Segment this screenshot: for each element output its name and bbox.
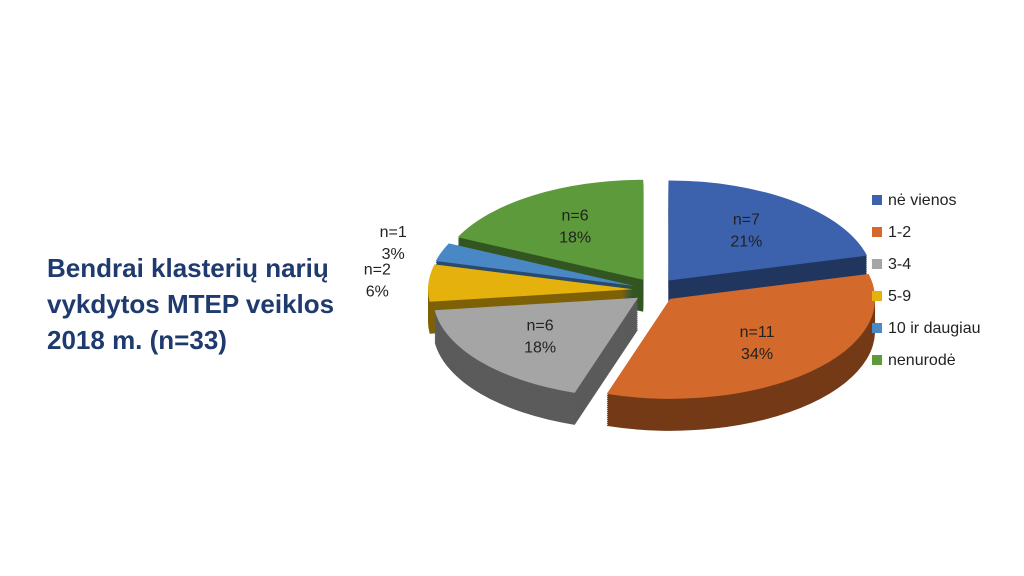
pie-slice	[457, 179, 644, 280]
data-label-value: 6%	[366, 284, 389, 301]
data-label-value: 3%	[382, 246, 405, 263]
data-label-value: 34%	[741, 346, 773, 363]
legend-swatch	[872, 291, 882, 301]
legend-label: 1-2	[888, 224, 911, 241]
pie-slice	[668, 180, 868, 281]
legend-swatch	[872, 355, 882, 365]
chart-title: Bendrai klasterių narių vykdytos MTEP ve…	[47, 253, 335, 355]
data-label-count: n=6	[527, 317, 554, 334]
data-label-count: n=11	[740, 324, 775, 341]
legend-label: nenurodė	[888, 352, 956, 369]
data-label-count: n=7	[733, 212, 760, 229]
legend-label: nė vienos	[888, 192, 957, 209]
legend-label: 5-9	[888, 288, 911, 305]
pie-slice	[434, 297, 639, 393]
pie-slice	[435, 243, 635, 286]
pie-slice	[606, 273, 876, 399]
legend-label: 3-4	[888, 256, 911, 273]
pie-slice	[428, 264, 634, 302]
legend-swatch	[872, 227, 882, 237]
data-label-count: n=1	[380, 224, 407, 241]
data-label-count: n=2	[364, 262, 391, 279]
data-label-value: 21%	[730, 234, 762, 251]
data-label-value: 18%	[559, 230, 591, 247]
legend-swatch	[872, 195, 882, 205]
legend-swatch	[872, 259, 882, 269]
legend-swatch	[872, 323, 882, 333]
legend-label: 10 ir daugiau	[888, 320, 981, 337]
data-label-count: n=6	[562, 208, 589, 225]
data-label-value: 18%	[524, 339, 556, 356]
